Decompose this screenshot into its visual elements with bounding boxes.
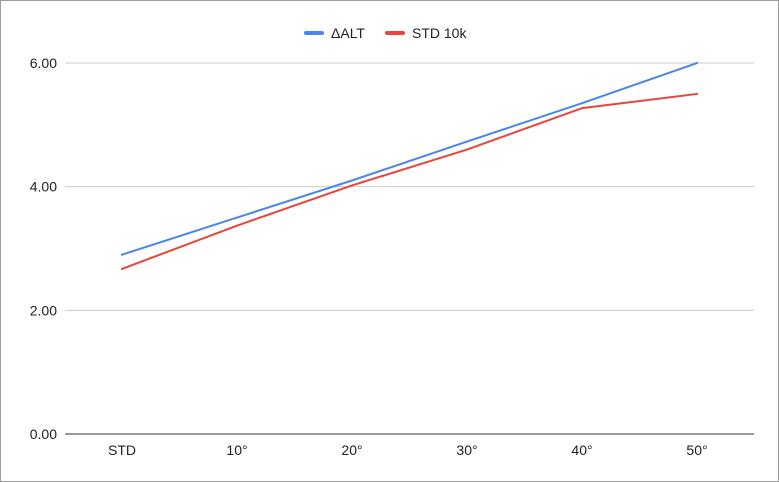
data-point bbox=[696, 62, 698, 65]
x-tick-label: 50° bbox=[686, 442, 707, 458]
x-tick-label: 30° bbox=[456, 442, 477, 458]
legend-label-0: ΔALT bbox=[331, 25, 365, 41]
data-point bbox=[236, 216, 238, 219]
y-tick-label: 6.00 bbox=[30, 55, 57, 71]
series-lines bbox=[121, 62, 698, 270]
y-axis: 0.00 2.00 4.00 6.00 bbox=[30, 55, 57, 442]
legend-label-1: STD 10k bbox=[412, 25, 467, 41]
series-line-0 bbox=[121, 62, 698, 256]
data-point bbox=[466, 140, 468, 143]
data-point bbox=[581, 107, 583, 110]
data-point bbox=[236, 224, 238, 227]
data-point bbox=[696, 92, 698, 95]
data-point bbox=[121, 253, 123, 256]
legend: ΔALT STD 10k bbox=[304, 25, 467, 41]
data-point bbox=[351, 184, 353, 187]
y-tick-label: 4.00 bbox=[30, 179, 57, 195]
data-point bbox=[581, 102, 583, 105]
series-line-1 bbox=[121, 92, 698, 270]
data-point bbox=[351, 179, 353, 182]
y-tick-label: 2.00 bbox=[30, 302, 57, 318]
data-point bbox=[121, 267, 123, 270]
x-tick-label: 20° bbox=[341, 442, 362, 458]
x-tick-label: 40° bbox=[571, 442, 592, 458]
data-point bbox=[466, 148, 468, 151]
gridlines bbox=[65, 62, 754, 435]
x-axis: STD 10° 20° 30° 40° 50° bbox=[108, 442, 708, 458]
x-tick-label: 10° bbox=[226, 442, 247, 458]
y-tick-label: 0.00 bbox=[30, 426, 57, 442]
x-tick-label: STD bbox=[108, 442, 136, 458]
